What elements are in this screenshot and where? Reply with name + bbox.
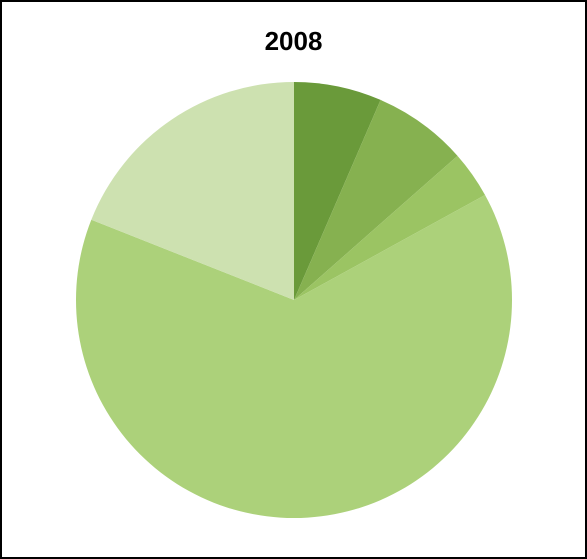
chart-title: 2008 bbox=[2, 26, 585, 57]
pie-svg bbox=[76, 82, 512, 518]
chart-frame: 2008 bbox=[0, 0, 587, 559]
pie-chart bbox=[76, 82, 512, 518]
